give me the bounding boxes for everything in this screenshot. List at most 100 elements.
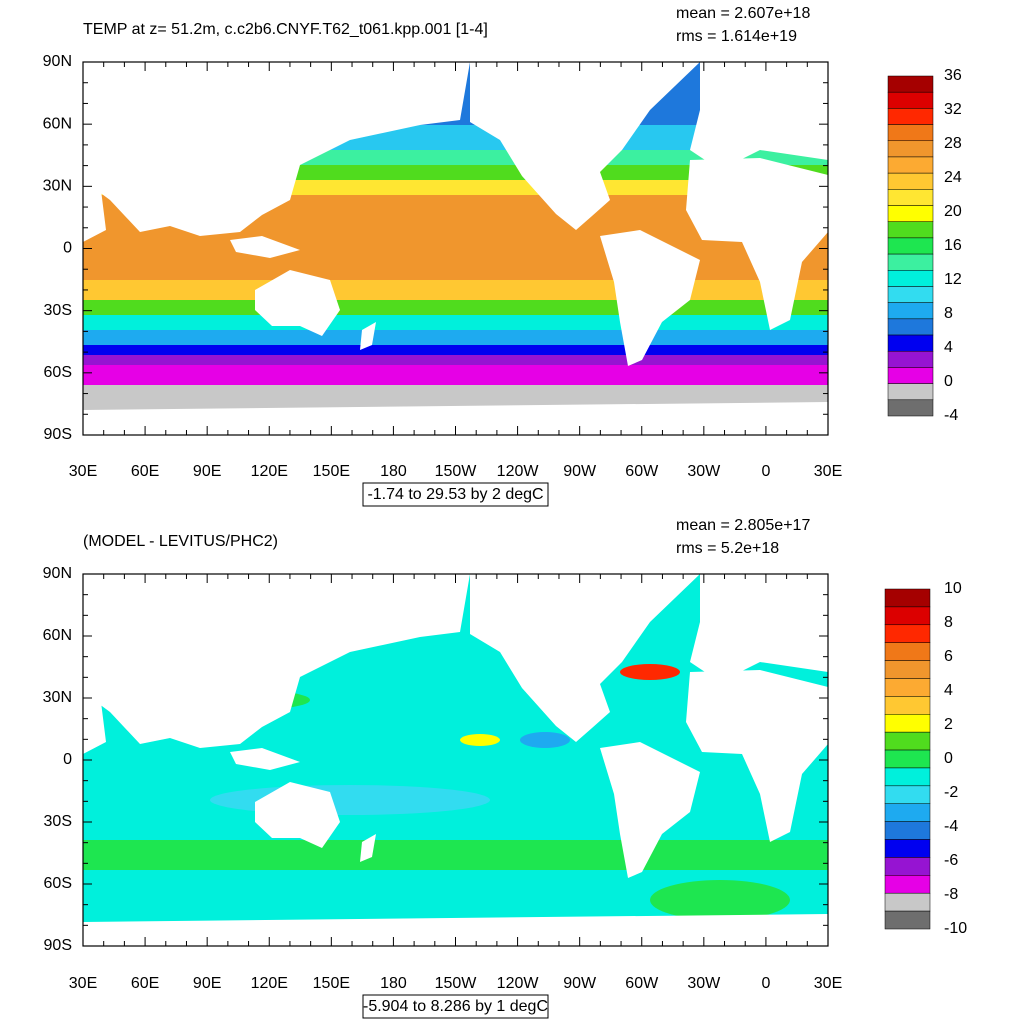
lon-label: 60W [625, 975, 659, 992]
colorbar-box [884, 588, 931, 608]
lon-label: 90W [563, 975, 597, 992]
colorbar-box [887, 383, 934, 401]
lon-label: 30E [814, 975, 842, 992]
colorbar-label: 4 [944, 682, 953, 699]
colorbar-box [887, 156, 934, 174]
lon-label: 60E [131, 975, 159, 992]
title: (MODEL - LEVITUS/PHC2) [83, 533, 278, 550]
rms-stat: rms = 1.614e+19 [676, 28, 797, 45]
colorbar-label: 2 [944, 716, 953, 733]
title: TEMP at z= 51.2m, c.c2b6.CNYF.T62_t061.k… [83, 21, 488, 38]
colorbar-label: 4 [944, 339, 953, 356]
colorbar-label: 12 [944, 271, 962, 288]
colorbar-box [887, 140, 934, 158]
lon-label: 180 [380, 463, 407, 480]
colorbar-box [887, 124, 934, 142]
colorbar-box [887, 205, 934, 222]
colorbar-box [884, 910, 931, 930]
lat-label: 60S [44, 875, 72, 892]
info-text: -5.904 to 8.286 by 1 degC [363, 998, 548, 1015]
colorbar-label: -10 [944, 920, 967, 937]
colorbar-label: -8 [944, 886, 958, 903]
colorbar-box [884, 785, 931, 804]
colorbar-label: 20 [944, 203, 962, 220]
colorbar-box [884, 642, 931, 661]
colorbar-label: 8 [944, 305, 953, 322]
colorbar-box [887, 237, 934, 255]
colorbar-box [884, 892, 931, 912]
lat-label: 30S [44, 813, 72, 830]
lat-label: 90N [43, 565, 72, 582]
colorbar-box [884, 624, 931, 643]
lon-label: 120W [497, 463, 540, 480]
colorbar-label: -6 [944, 852, 958, 869]
map-field [83, 574, 828, 946]
colorbar-box [884, 803, 931, 822]
lon-label: 90E [193, 463, 221, 480]
lat-label: 0 [63, 751, 72, 768]
colorbar-box [887, 334, 934, 352]
lat-label: 30N [43, 178, 72, 195]
lon-label: 150E [313, 975, 350, 992]
lon-label: 30E [814, 463, 842, 480]
colorbar-label: -4 [944, 407, 958, 424]
colorbar-box [887, 189, 934, 206]
colorbar-box [887, 108, 934, 125]
colorbar-label: 10 [944, 580, 962, 597]
lon-label: 90E [193, 975, 221, 992]
colorbar-box [884, 767, 931, 787]
lat-label: 60N [43, 627, 72, 644]
lat-label: 60S [44, 364, 72, 381]
lon-label: 120E [251, 975, 288, 992]
colorbar-box [884, 749, 931, 769]
colorbar-box [884, 714, 931, 733]
info-text: -1.74 to 29.53 by 2 degC [367, 486, 543, 503]
colorbar-label: -2 [944, 784, 958, 801]
colorbar-box [887, 270, 934, 287]
lon-label: 0 [761, 463, 770, 480]
colorbar-box [884, 678, 931, 697]
lon-label: 150W [435, 463, 478, 480]
colorbar-box [887, 350, 934, 368]
lon-label: 60W [625, 463, 659, 480]
lon-label: 60E [131, 463, 159, 480]
lat-label: 90S [44, 426, 72, 443]
colorbar-box [884, 606, 931, 626]
colorbar-box [884, 821, 931, 840]
colorbar-label: 0 [944, 373, 953, 390]
colorbar-label: 28 [944, 135, 962, 152]
lon-label: 150W [435, 975, 478, 992]
lon-label: 180 [380, 975, 407, 992]
info-box [362, 994, 549, 1019]
colorbar-box [887, 367, 934, 384]
colorbar-box [887, 399, 934, 417]
lon-label: 0 [761, 975, 770, 992]
rms-stat: rms = 5.2e+18 [676, 540, 779, 557]
lon-label: 120W [497, 975, 540, 992]
colorbar-box [884, 857, 931, 876]
lat-label: 0 [63, 240, 72, 257]
colorbar-box [884, 839, 931, 858]
colorbar-label: 32 [944, 101, 962, 118]
mean-stat: mean = 2.607e+18 [676, 5, 810, 22]
colorbar-box [884, 731, 931, 751]
lat-label: 60N [43, 115, 72, 132]
info-box [362, 482, 549, 507]
lon-label: 30W [687, 463, 721, 480]
colorbar-box [884, 660, 931, 679]
colorbar-label: 8 [944, 614, 953, 631]
colorbar-box [887, 172, 934, 190]
colorbar-box [887, 302, 934, 320]
map-field [83, 62, 828, 435]
lat-label: 90S [44, 937, 72, 954]
colorbar-box [887, 91, 934, 109]
colorbar-label: 0 [944, 750, 953, 767]
colorbar-label: 16 [944, 237, 962, 254]
colorbar-label: -4 [944, 818, 958, 835]
mean-stat: mean = 2.805e+17 [676, 517, 810, 534]
lon-label: 30W [687, 975, 721, 992]
colorbar-box [887, 75, 934, 93]
lon-label: 120E [251, 463, 288, 480]
colorbar-box [887, 286, 934, 303]
